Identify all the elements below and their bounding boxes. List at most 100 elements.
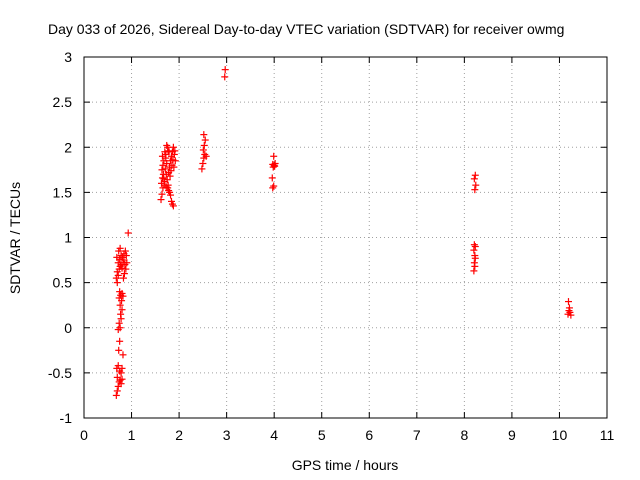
data-point	[161, 165, 169, 173]
y-axis-title: SDTVAR / TECUs	[7, 182, 23, 294]
data-point	[471, 171, 479, 179]
x-tick-label: 0	[80, 427, 88, 443]
data-point	[171, 147, 179, 155]
data-point	[171, 157, 179, 165]
data-point	[199, 146, 207, 154]
data-point	[470, 259, 478, 267]
x-tick-label: 4	[270, 427, 278, 443]
data-point	[116, 244, 124, 252]
x-tick-label: 10	[552, 427, 568, 443]
data-point	[118, 306, 126, 314]
data-point	[158, 166, 166, 174]
data-point	[162, 183, 170, 191]
data-point	[114, 362, 122, 370]
data-point	[162, 150, 170, 158]
data-point	[270, 152, 278, 160]
data-point	[470, 241, 478, 249]
data-point	[221, 66, 229, 74]
data-point	[113, 253, 121, 261]
data-point	[471, 252, 479, 260]
data-point	[113, 373, 121, 381]
data-point	[269, 184, 277, 192]
data-point	[163, 159, 171, 167]
data-point	[115, 319, 123, 327]
data-point	[200, 131, 208, 139]
y-tick-label: 3	[64, 49, 72, 65]
data-point	[166, 172, 174, 180]
data-point	[123, 259, 131, 267]
chart-title: Day 033 of 2026, Sidereal Day-to-day VTE…	[48, 21, 564, 37]
x-tick-label: 5	[318, 427, 326, 443]
data-point	[160, 175, 168, 183]
data-point	[116, 301, 124, 309]
x-tick-labels: 0 1 2 3 4 5 6 7 8 9 10 11	[80, 427, 614, 443]
data-point	[115, 346, 123, 354]
axis-ticks	[83, 56, 608, 419]
data-point	[117, 369, 125, 377]
x-tick-label: 1	[128, 427, 136, 443]
data-point	[221, 73, 229, 81]
data-point	[470, 267, 478, 275]
data-point	[167, 191, 175, 199]
data-point	[119, 274, 127, 282]
data-point	[201, 150, 209, 158]
y-tick-labels: -1 -0.5 0 0.5 1 1.5 2 2.5 3	[48, 49, 72, 426]
data-point	[157, 196, 165, 204]
data-point	[567, 311, 575, 319]
data-point	[158, 174, 166, 182]
data-point	[116, 288, 124, 296]
x-tick-label: 6	[365, 427, 373, 443]
data-point	[118, 375, 126, 383]
x-tick-label: 11	[600, 427, 615, 443]
data-point	[119, 351, 127, 359]
data-point	[119, 292, 127, 300]
x-tick-label: 9	[508, 427, 516, 443]
data-point	[201, 136, 209, 144]
x-axis-title: GPS time / hours	[292, 457, 399, 473]
data-point	[270, 182, 278, 190]
data-point	[114, 271, 122, 279]
data-point	[170, 163, 178, 171]
data-points	[112, 66, 575, 399]
data-point	[158, 190, 166, 198]
y-tick-label: 0.5	[53, 275, 73, 291]
data-point	[470, 175, 478, 183]
data-point	[117, 380, 125, 388]
data-point	[472, 181, 480, 189]
x-tick-label: 3	[223, 427, 231, 443]
data-point	[124, 229, 132, 237]
data-point	[163, 141, 171, 149]
data-point	[471, 243, 479, 251]
y-tick-label: 0	[64, 320, 72, 336]
x-tick-label: 8	[460, 427, 468, 443]
data-point	[565, 304, 573, 312]
data-point	[202, 152, 210, 160]
data-point	[120, 270, 128, 278]
data-point	[118, 364, 126, 372]
y-tick-label: 1.5	[53, 184, 73, 200]
data-point	[114, 259, 122, 267]
data-point	[268, 174, 276, 182]
data-point	[564, 298, 572, 306]
data-point	[113, 387, 121, 395]
data-point	[121, 247, 129, 255]
data-point	[198, 165, 206, 173]
data-point	[169, 202, 177, 210]
x-tick-label: 7	[413, 427, 421, 443]
data-point	[112, 391, 120, 399]
data-point	[117, 310, 125, 318]
grid	[84, 57, 607, 418]
y-tick-label: -1	[60, 410, 73, 426]
data-point	[471, 186, 479, 194]
data-point	[113, 279, 121, 287]
x-tick-label: 2	[175, 427, 183, 443]
y-tick-label: 1	[64, 230, 72, 246]
data-point	[122, 265, 130, 273]
y-tick-label: 2.5	[53, 94, 73, 110]
data-point	[167, 167, 175, 175]
y-tick-label: 2	[64, 139, 72, 155]
data-point	[199, 159, 207, 167]
data-point	[122, 252, 130, 260]
